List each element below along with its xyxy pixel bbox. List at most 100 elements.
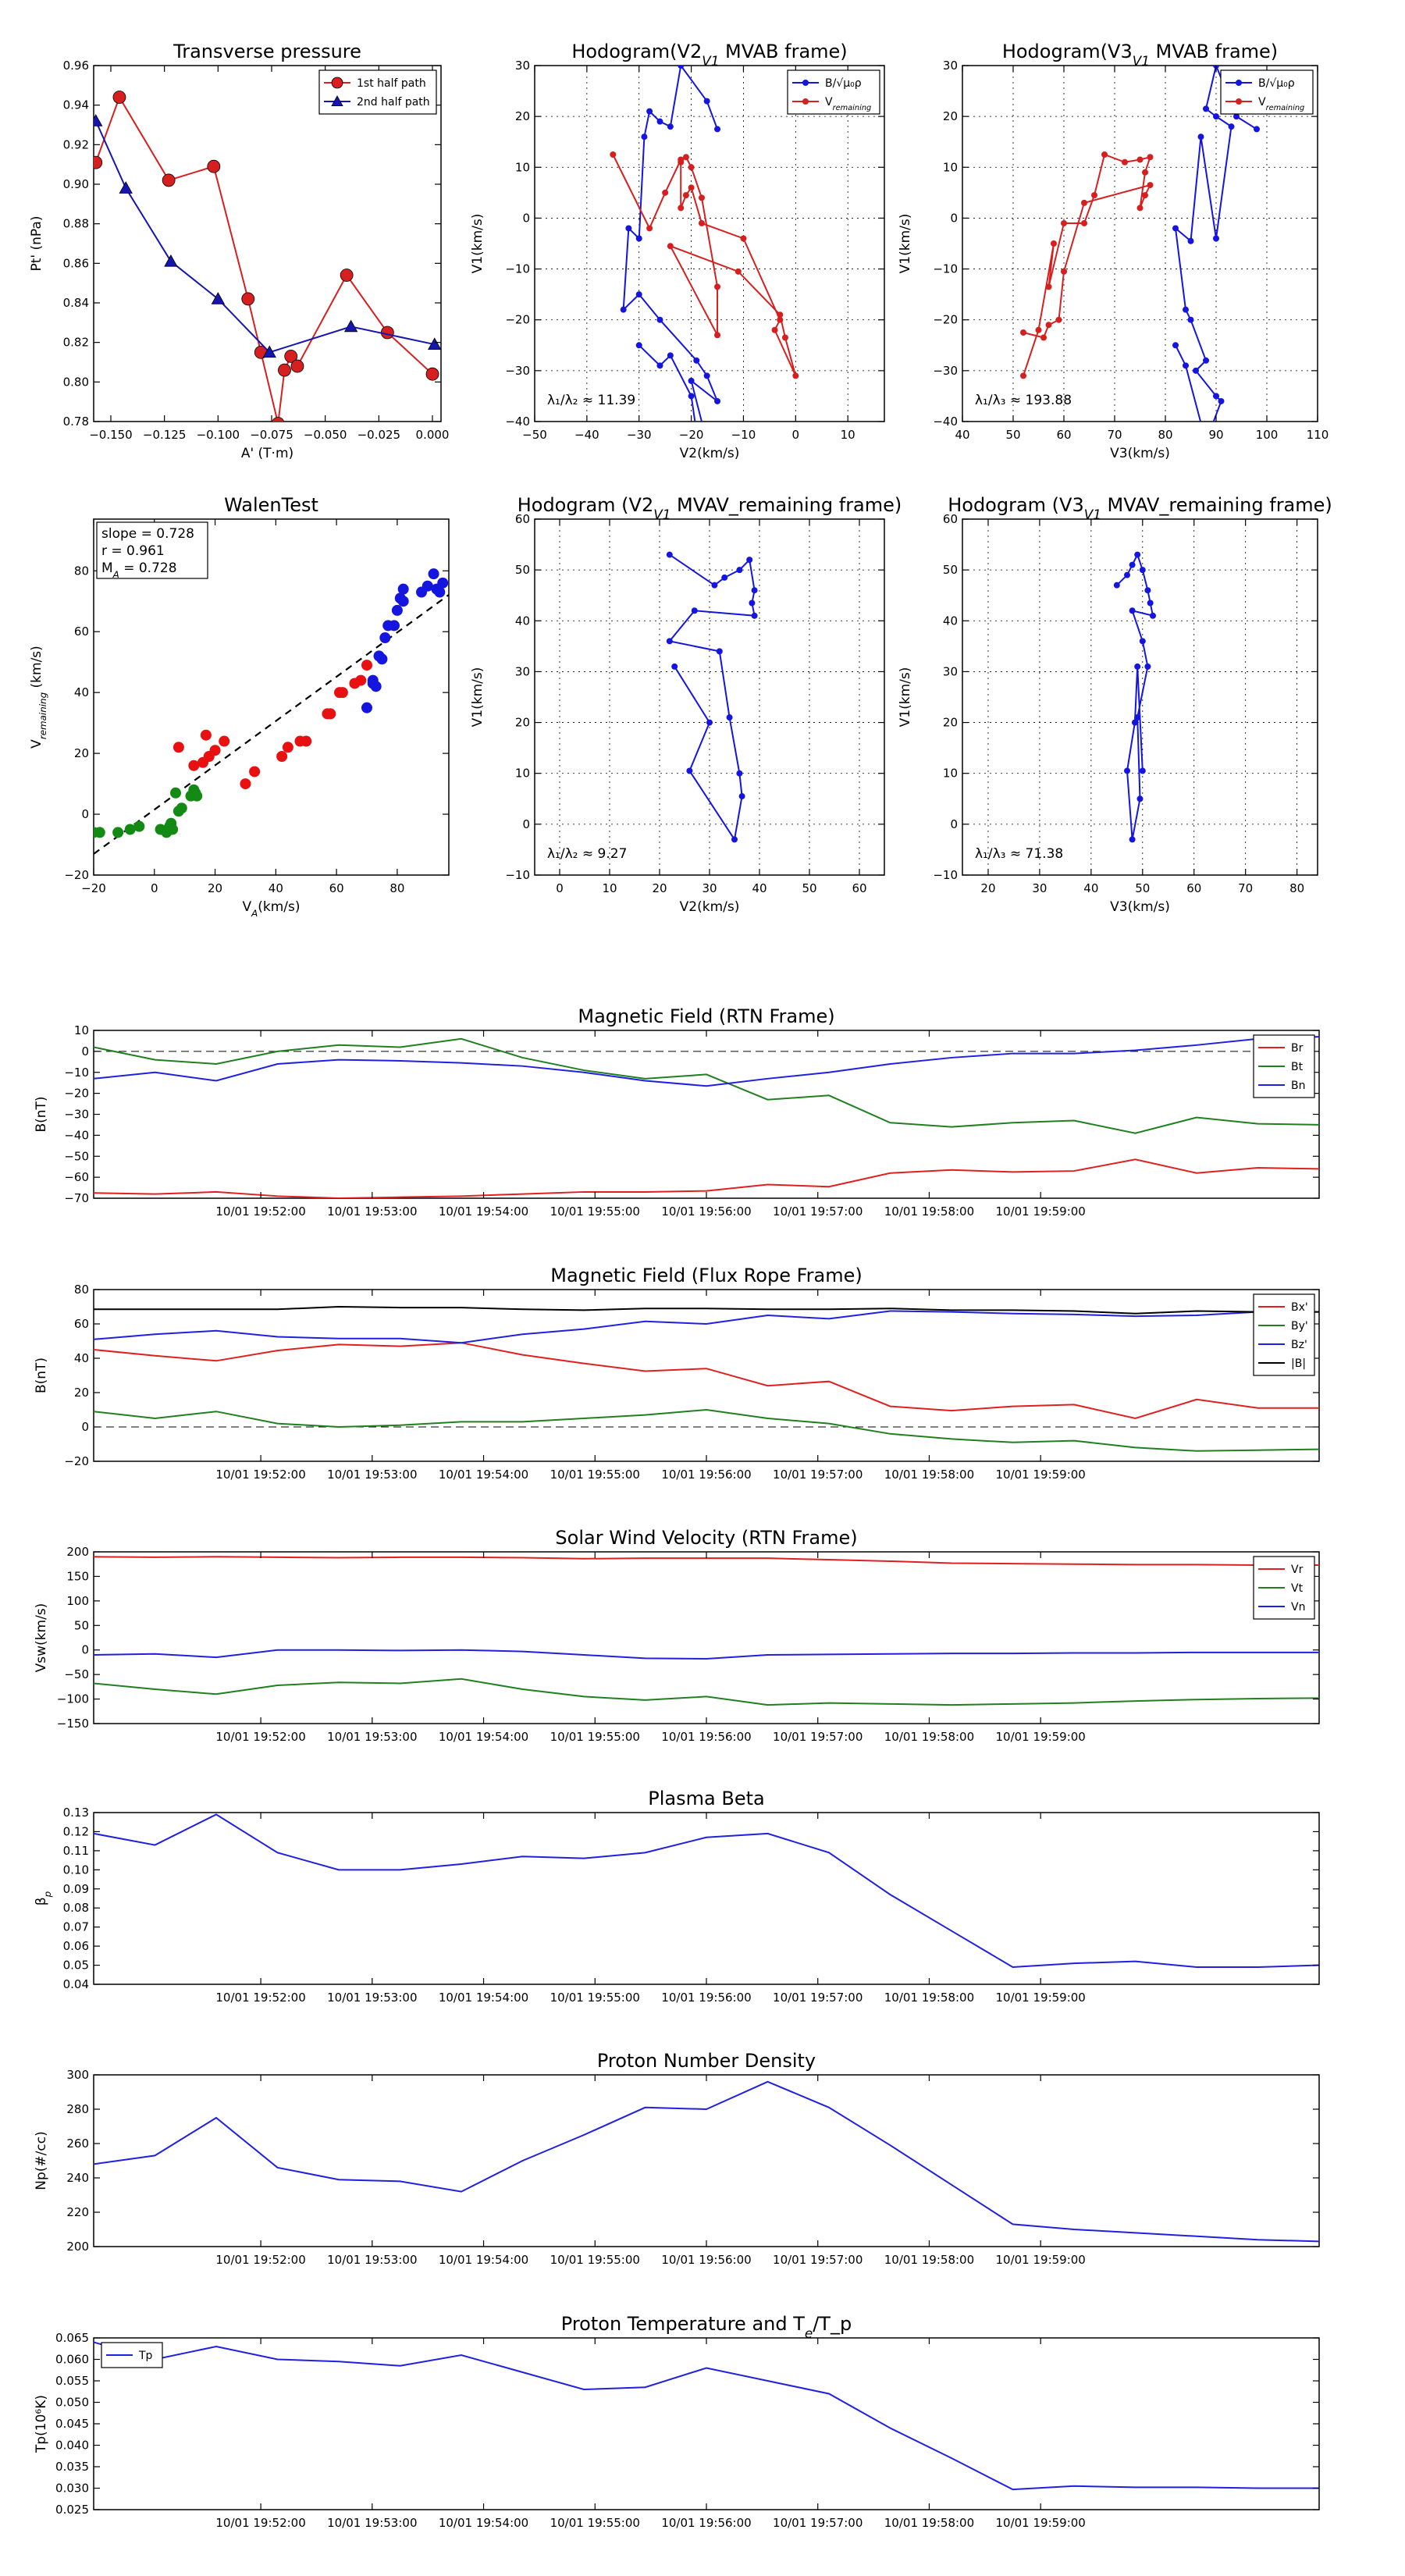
y-tick-label: 0.78: [63, 415, 89, 429]
data-point: [1142, 169, 1148, 176]
data-point: [1149, 612, 1156, 619]
chart-bfield_rtn: 10/01 19:52:00 10/01 19:53:00 10/01 19:54:…: [34, 1005, 1320, 1219]
y-tick-label: −10: [933, 262, 958, 276]
legend-label: Bz': [1291, 1339, 1307, 1351]
data-point: [1124, 571, 1131, 578]
y-axis-label: Vremaining (km/s): [29, 646, 48, 749]
data-point: [736, 567, 743, 574]
y-tick-label: 0: [522, 817, 530, 831]
chart-title: Plasma Beta: [648, 1788, 764, 1809]
data-point: [1045, 322, 1052, 329]
data-point: [1197, 133, 1204, 141]
data-point: [176, 802, 187, 814]
data-point: [682, 154, 689, 161]
y-tick-label: 40: [74, 685, 89, 699]
chart-pt: −0.150 −0.125 −0.100 −0.075 −0.050 −0.025 0.00…: [29, 41, 449, 461]
y-tick-label: 0.05: [63, 1959, 89, 1973]
plot-layer: [535, 519, 884, 875]
data-point: [1020, 372, 1026, 379]
x-tick-label: 40: [955, 428, 969, 442]
series-line-Vn: [94, 1649, 1319, 1660]
data-point: [1228, 123, 1235, 130]
x-tick-label: 50: [802, 881, 816, 895]
y-axis-label: Tp(10⁶K): [34, 2395, 49, 2453]
y-tick-label: 0.030: [55, 2482, 89, 2496]
y-tick-label: 40: [943, 614, 958, 628]
data-point: [1187, 316, 1194, 323]
x-tick-label: −20: [679, 428, 704, 442]
data-point: [124, 824, 136, 835]
data-point: [1147, 600, 1154, 607]
y-tick-label: 20: [515, 109, 530, 123]
y-tick-label: 0: [81, 1420, 89, 1434]
x-tick-label: 10/01 19:54:00: [439, 2253, 528, 2267]
chart-title: Magnetic Field (Flux Rope Frame): [550, 1265, 862, 1286]
x-tick-label: 10/01 19:58:00: [884, 2253, 974, 2267]
x-tick-label: 10/01 19:58:00: [884, 1730, 974, 1744]
data-point: [662, 189, 669, 196]
data-point: [241, 292, 255, 306]
legend-label: B/√μ₀ρ: [825, 77, 862, 90]
legend: Vr Vt Vn: [1253, 1556, 1315, 1620]
data-point: [1203, 105, 1209, 112]
legend-label: 1st half path: [357, 77, 426, 90]
series-line-Tp: [94, 2341, 1319, 2491]
legend: 1st half path 2nd half path: [318, 69, 437, 115]
data-point: [1131, 719, 1138, 726]
data-point: [671, 663, 678, 670]
data-point: [1172, 225, 1179, 232]
data-point: [714, 283, 721, 290]
x-tick-label: 40: [1083, 881, 1098, 895]
data-point: [191, 790, 203, 802]
data-point: [1061, 219, 1067, 226]
x-tick-label: 10/01 19:56:00: [661, 1991, 751, 2005]
chart-title: Hodogram (V2V1 MVAV_remaining frame): [518, 494, 902, 522]
x-tick-label: 10/01 19:54:00: [439, 1991, 528, 2005]
x-tick-label: 20: [208, 881, 222, 895]
y-tick-label: 20: [74, 1386, 89, 1400]
data-point: [1091, 192, 1097, 199]
data-point: [1134, 551, 1141, 558]
data-point: [746, 557, 753, 564]
x-tick-label: 10/01 19:55:00: [550, 1204, 640, 1219]
y-axis-label: V1(km/s): [470, 214, 486, 274]
data-point: [1020, 329, 1026, 336]
legend-marker: [331, 76, 343, 89]
chart-title: Hodogram(V3V1 MVAB frame): [1002, 41, 1278, 69]
y-tick-label: 220: [66, 2205, 89, 2219]
data-point: [1136, 156, 1144, 163]
y-tick-label: 50: [943, 563, 958, 577]
data-point: [200, 729, 212, 741]
legend: B/√μ₀ρ Vremaining: [787, 69, 880, 115]
data-point: [276, 751, 288, 762]
data-point: [666, 638, 673, 645]
y-tick-label: 10: [74, 1023, 89, 1037]
x-tick-label: −0.050: [304, 428, 347, 442]
x-tick-label: 10/01 19:52:00: [215, 2516, 305, 2530]
data-point: [162, 173, 176, 187]
data-point: [646, 225, 653, 232]
y-tick-label: 60: [515, 512, 530, 526]
data-point: [1035, 326, 1042, 333]
data-point: [1213, 113, 1219, 120]
y-tick-label: 0: [950, 817, 958, 831]
stats-text: r = 0.961: [101, 543, 165, 559]
legend: Br Bt Bn: [1253, 1034, 1315, 1098]
y-tick-label: −100: [57, 1692, 89, 1706]
data-point: [688, 393, 695, 400]
data-point: [1081, 199, 1087, 206]
data-point: [1233, 113, 1240, 120]
x-tick-label: 20: [652, 881, 667, 895]
y-tick-label: 0: [81, 1643, 89, 1657]
x-tick-label: −50: [522, 428, 547, 442]
y-tick-label: 0.96: [63, 59, 89, 73]
x-tick-label: −0.125: [143, 428, 187, 442]
x-tick-label: −0.075: [250, 428, 293, 442]
y-tick-label: 0.040: [55, 2439, 89, 2453]
data-point: [336, 687, 348, 699]
data-point: [164, 254, 178, 267]
y-tick-label: 10: [515, 160, 530, 174]
data-point: [1144, 663, 1151, 670]
data-point: [714, 332, 721, 339]
